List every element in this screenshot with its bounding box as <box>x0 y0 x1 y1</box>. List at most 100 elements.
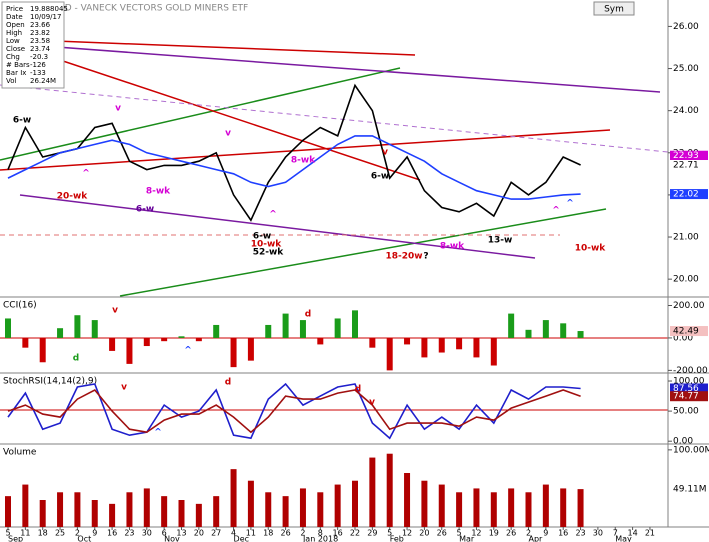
annotation: d <box>305 310 311 320</box>
annotation: ^ <box>82 169 90 179</box>
bar <box>57 328 64 338</box>
bar <box>265 324 272 338</box>
x-tick-label: 12 <box>402 529 412 538</box>
bar <box>352 310 358 338</box>
bar <box>143 488 150 527</box>
x-tick-label: 9 <box>543 529 548 538</box>
annotation: v <box>112 306 118 316</box>
x-tick-label: 5 <box>387 529 392 538</box>
annotation: 6-w <box>371 172 389 182</box>
x-tick-label: 5 <box>5 529 10 538</box>
bar <box>421 337 428 358</box>
info-label: Chg <box>6 53 20 61</box>
bar <box>490 492 497 527</box>
info-value: 23.58 <box>30 37 50 45</box>
annotation: v <box>115 104 121 114</box>
month-label: Sep <box>8 535 23 542</box>
bar <box>39 337 46 363</box>
series-line <box>7 83 581 222</box>
value-marker-label: 87.56 <box>673 384 699 394</box>
annotation: 8-wk <box>146 187 171 197</box>
x-tick-label: 14 <box>628 529 638 538</box>
value-marker <box>670 391 708 402</box>
bar <box>39 500 46 527</box>
annotation: d <box>355 385 361 395</box>
x-tick-label: 21 <box>645 529 655 538</box>
value-marker-label: 49.11M <box>673 485 707 495</box>
bar <box>22 337 29 348</box>
bar <box>542 320 549 338</box>
bar <box>143 337 150 347</box>
x-tick-label: 9 <box>92 529 97 538</box>
y-tick-label: 25.00 <box>673 64 699 74</box>
value-marker-label: 22.71 <box>673 161 699 171</box>
x-tick-label: 16 <box>333 529 343 538</box>
value-marker-label: 74.77 <box>673 392 699 402</box>
annotation: ^ <box>269 210 277 220</box>
bar <box>230 469 237 527</box>
bar <box>178 500 185 527</box>
x-tick-label: 20 <box>419 529 429 538</box>
value-marker-label: 42.49 <box>673 327 699 337</box>
info-label: Bar Ix <box>6 69 26 77</box>
bar <box>369 337 376 348</box>
info-label: Vol <box>6 77 17 85</box>
bar <box>317 337 324 345</box>
bar <box>525 329 532 338</box>
y-tick-label: 50.00 <box>673 407 699 417</box>
info-value: 19.888045 <box>30 5 68 13</box>
bar <box>508 488 515 527</box>
y-tick-label: -200.00 <box>673 366 708 376</box>
info-value: -126 <box>30 61 46 69</box>
annotation: v <box>369 398 375 408</box>
x-tick-label: 2 <box>300 529 305 538</box>
value-marker <box>670 189 708 200</box>
bar <box>577 331 584 338</box>
bar <box>438 484 445 527</box>
bar <box>317 492 324 527</box>
y-tick-label: 100.00 <box>673 377 705 387</box>
annotation: 8-wk <box>291 156 316 166</box>
sym-button[interactable] <box>593 1 635 16</box>
bar <box>299 320 306 338</box>
trendline <box>29 39 416 56</box>
annotation: 18-20w <box>385 252 422 262</box>
bar <box>126 492 133 527</box>
value-marker-label: 22.93 <box>673 151 699 161</box>
x-tick-label: 30 <box>593 529 603 538</box>
panel-title: CCI(16) <box>3 301 37 311</box>
bar <box>247 480 254 527</box>
x-tick-label: 2 <box>75 529 80 538</box>
info-label: Price <box>6 5 23 13</box>
annotation: 6-w <box>13 116 31 126</box>
bar <box>404 337 411 345</box>
x-tick-label: 5 <box>457 529 462 538</box>
annotation: 10-wk <box>575 244 607 254</box>
bar <box>57 492 64 527</box>
bar <box>352 480 358 527</box>
info-label: Low <box>6 37 20 45</box>
bar <box>109 337 116 351</box>
x-tick-label: 18 <box>263 529 273 538</box>
y-tick-label: 0.00 <box>673 437 693 447</box>
bar <box>334 318 341 338</box>
annotation: 8-wk <box>440 242 465 252</box>
sym-button-label[interactable]: Sym <box>604 5 624 15</box>
x-tick-label: 26 <box>281 529 291 538</box>
series-line <box>7 382 581 440</box>
annotation: ^ <box>154 428 162 438</box>
bar <box>213 324 220 338</box>
trendline <box>119 208 607 297</box>
bar <box>508 313 515 338</box>
x-tick-label: 30 <box>142 529 152 538</box>
x-tick-label: 26 <box>506 529 516 538</box>
panel-title: StochRSI(14,14(2),9) <box>3 377 97 387</box>
annotation: v <box>225 129 231 139</box>
annotation: d <box>225 378 231 388</box>
annotation: 10-wk <box>251 240 283 250</box>
annotation: v <box>121 383 127 393</box>
info-value: 10/09/17 <box>30 13 61 21</box>
x-tick-label: 7 <box>613 529 618 538</box>
bar <box>109 503 116 527</box>
annotation: ^ <box>552 206 560 216</box>
